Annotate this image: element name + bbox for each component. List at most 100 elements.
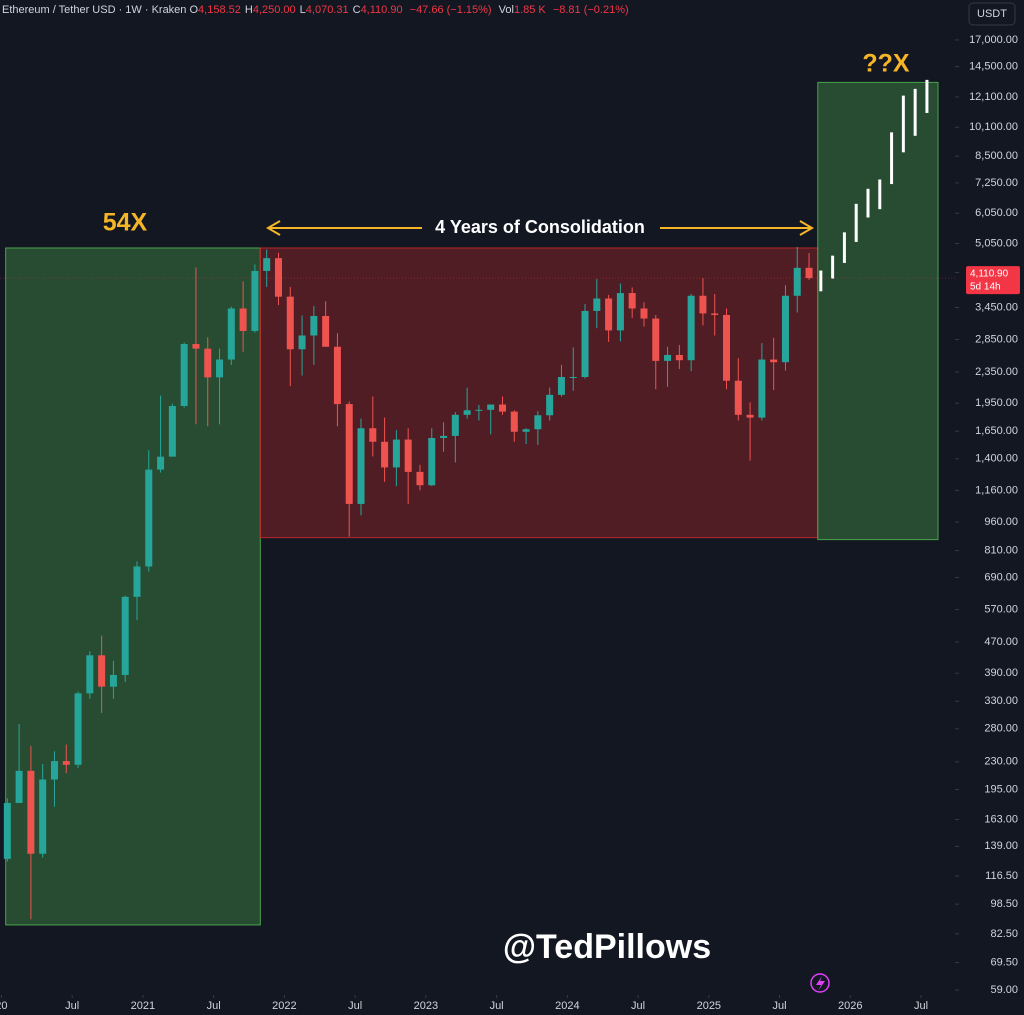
candle-body <box>640 308 648 319</box>
candle-body <box>440 435 448 438</box>
candle-body <box>227 308 235 360</box>
candle-body <box>569 376 577 378</box>
candle-body <box>498 404 506 412</box>
candle-body <box>522 429 530 432</box>
candle-body <box>652 318 660 361</box>
y-tick-label: 6,050.00 <box>975 207 1018 219</box>
arrow-head <box>799 220 814 236</box>
y-tick-label: 960.00 <box>984 516 1018 528</box>
candle-body <box>50 761 58 780</box>
candle-body <box>27 770 35 854</box>
candle-body <box>239 308 247 331</box>
price-tag <box>966 266 1020 295</box>
icon[interactable] <box>810 973 830 993</box>
annotation: 4 Years of Consolidation <box>435 217 645 237</box>
candle-body <box>416 471 424 486</box>
candle-body <box>746 414 754 418</box>
candle-body <box>463 410 471 415</box>
annotation: ??X <box>862 50 910 78</box>
field-key: L <box>299 4 306 16</box>
y-tick-label: 390.00 <box>984 667 1018 679</box>
candle-body <box>98 655 106 687</box>
watermark: @TedPillows <box>503 928 711 966</box>
candle-body <box>593 298 601 311</box>
candle-body <box>770 359 778 363</box>
field-value: 4,158.52 <box>198 4 241 16</box>
candle-body <box>345 404 353 504</box>
zone <box>259 247 819 539</box>
candle-body <box>781 295 789 363</box>
annotation: 54X <box>103 209 148 237</box>
symbol: Ethereum / Tether USD · 1W · Kraken <box>2 4 187 16</box>
candle-body <box>298 335 306 350</box>
price-axis <box>955 0 1024 995</box>
y-tick-label: 1,160.00 <box>975 484 1018 496</box>
field-value: 4,250.00 <box>252 4 296 16</box>
candle-body <box>605 298 613 331</box>
y-tick-label: 163.00 <box>984 814 1018 826</box>
x-tick-label: 2025 <box>697 1000 721 1012</box>
y-tick-label: 1,400.00 <box>975 453 1018 465</box>
y-tick-label: 12,100.00 <box>969 91 1018 103</box>
candle-body <box>534 415 542 430</box>
y-tick-label: 3,450.00 <box>975 301 1018 313</box>
y-tick-label: 195.00 <box>984 783 1018 795</box>
icon <box>816 976 825 991</box>
candle-body <box>711 313 719 315</box>
candle-body <box>157 456 165 470</box>
candle-body <box>546 394 554 416</box>
candle-body <box>699 295 707 314</box>
y-tick-label: 1,650.00 <box>975 425 1018 437</box>
x-tick-label: Jul <box>348 1000 362 1012</box>
currency-button[interactable] <box>968 2 1016 26</box>
candle-body <box>557 376 565 395</box>
candle-body <box>758 359 766 418</box>
arrow-head <box>266 220 281 236</box>
candle-body <box>687 295 695 361</box>
y-tick-label: 17,000.00 <box>969 34 1018 46</box>
candle-body <box>664 354 672 361</box>
candle-body <box>286 296 294 350</box>
y-tick-label: 14,500.00 <box>969 61 1018 73</box>
y-tick-label: 5,050.00 <box>975 237 1018 249</box>
candle-body <box>322 315 330 347</box>
candle-body <box>62 761 70 765</box>
candle-body <box>333 346 341 405</box>
field-value: 4,070.31 <box>305 4 349 16</box>
x-tick-label: Jul <box>490 1000 504 1012</box>
y-tick-label: 10,100.00 <box>969 121 1018 133</box>
candle-body <box>357 428 365 504</box>
y-tick-label: 1,950.00 <box>975 397 1018 409</box>
candle-body <box>404 439 412 472</box>
candle-body <box>86 655 94 694</box>
candle-body <box>74 693 82 765</box>
candle-body <box>109 674 117 687</box>
candle-body <box>487 404 495 410</box>
x-tick-label: 2021 <box>131 1000 155 1012</box>
candle-body <box>263 258 271 271</box>
candle-body <box>145 469 153 567</box>
y-tick-label: 82.50 <box>990 928 1018 940</box>
candle-body <box>793 267 801 296</box>
candle-body <box>216 359 224 378</box>
candle-body <box>475 409 483 411</box>
candle-body <box>392 439 400 468</box>
candle-body <box>251 270 259 331</box>
volume-change: −8.81 (−0.21%) <box>552 4 629 16</box>
y-tick-label: 570.00 <box>984 603 1018 615</box>
x-tick-label: Jul <box>207 1000 221 1012</box>
candle-body <box>310 315 318 336</box>
x-tick-label: Jul <box>914 1000 928 1012</box>
currency[interactable]: USDT <box>977 8 1007 20</box>
volume-key: Vol <box>498 4 514 16</box>
candle-body <box>180 344 188 407</box>
candle-body <box>204 348 212 378</box>
x-tick-label: Jul <box>631 1000 645 1012</box>
candle-body <box>381 441 389 468</box>
y-tick-label: 690.00 <box>984 571 1018 583</box>
candle-body <box>39 779 47 854</box>
y-tick-label: 69.50 <box>990 957 1018 969</box>
candle-body <box>510 411 518 432</box>
